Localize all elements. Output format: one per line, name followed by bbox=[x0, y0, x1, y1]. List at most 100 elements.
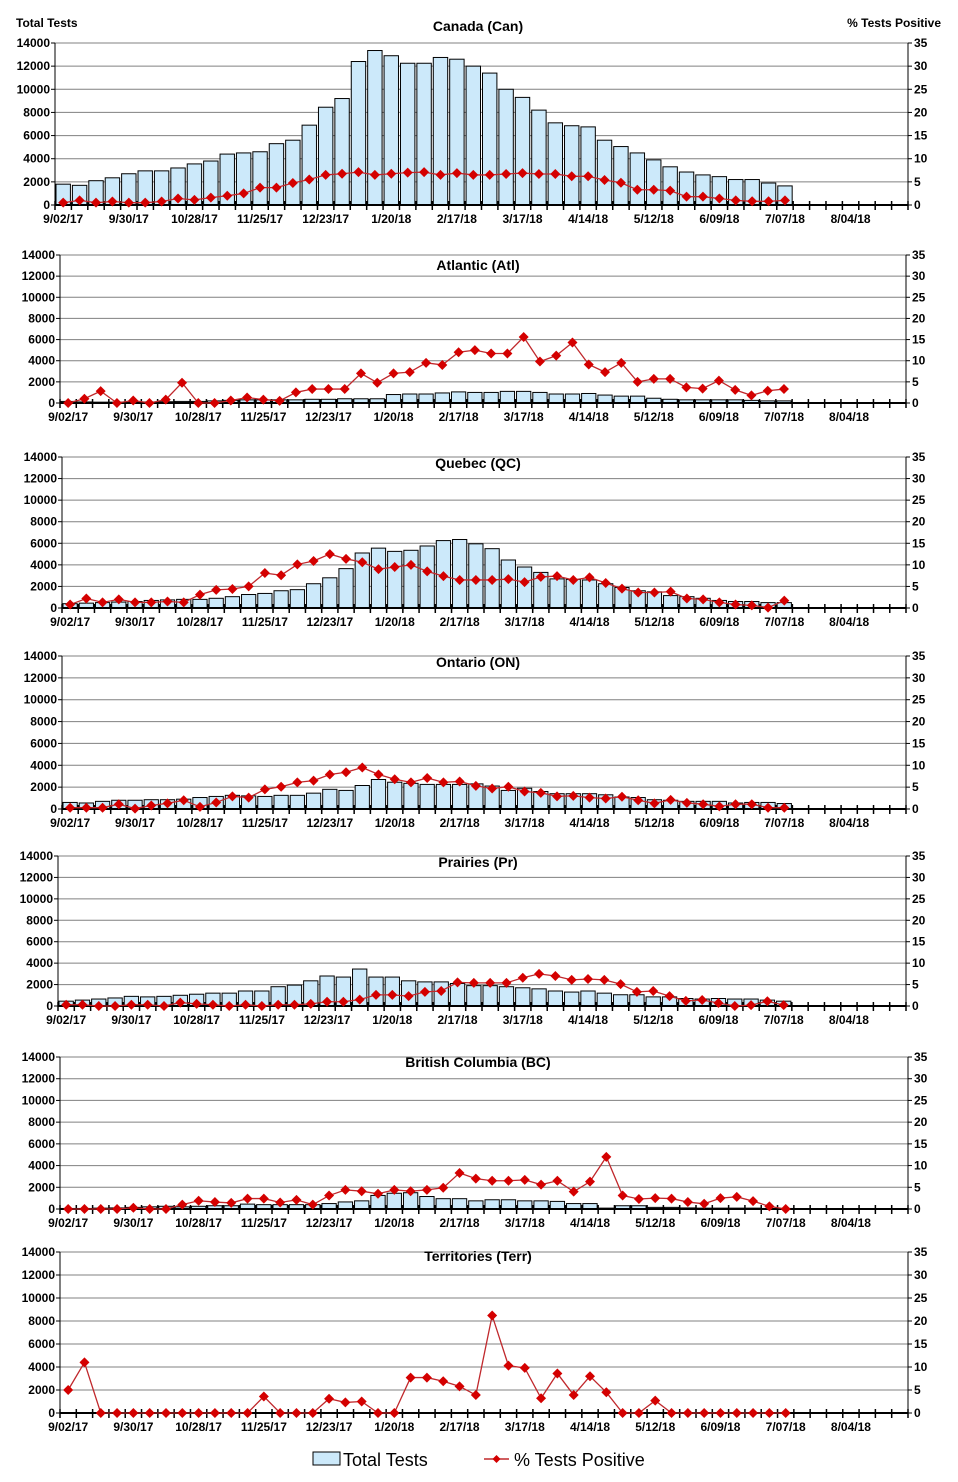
pct-positive-marker bbox=[650, 1193, 660, 1203]
pct-positive-marker bbox=[748, 1196, 758, 1206]
bar bbox=[384, 56, 398, 205]
left-tick-label: 4000 bbox=[28, 1159, 55, 1173]
pct-positive-marker bbox=[552, 1368, 562, 1378]
left-tick-label: 14000 bbox=[22, 1245, 56, 1259]
bar bbox=[338, 1202, 352, 1209]
right-tick-label: 15 bbox=[914, 1337, 928, 1351]
left-tick-label: 10000 bbox=[22, 1291, 56, 1305]
pct-positive-marker bbox=[683, 1408, 693, 1418]
right-tick-label: 10 bbox=[914, 1360, 928, 1374]
x-tick-label: 7/07/18 bbox=[764, 816, 804, 830]
pct-positive-marker bbox=[550, 971, 560, 981]
legend-marker-swatch bbox=[493, 1455, 501, 1463]
x-tick-label: 11/25/17 bbox=[237, 212, 283, 226]
bar bbox=[453, 784, 467, 809]
x-tick-label: 7/07/18 bbox=[766, 1420, 806, 1434]
right-tick-label: 10 bbox=[912, 956, 926, 970]
right-tick-label: 20 bbox=[914, 1314, 928, 1328]
right-tick-label: 0 bbox=[912, 999, 919, 1013]
pct-positive-line bbox=[68, 337, 784, 403]
bar bbox=[646, 997, 660, 1006]
pct-positive-marker bbox=[357, 1397, 367, 1407]
x-tick-label: 7/07/18 bbox=[766, 1216, 806, 1230]
bar bbox=[598, 395, 612, 403]
right-tick-label: 10 bbox=[912, 354, 926, 368]
x-tick-label: 2/17/18 bbox=[439, 410, 479, 424]
pct-positive-marker bbox=[259, 1194, 269, 1204]
bar bbox=[386, 395, 400, 403]
pct-positive-marker bbox=[585, 1177, 595, 1187]
x-tick-label: 9/30/17 bbox=[109, 212, 149, 226]
right-tick-label: 25 bbox=[914, 82, 928, 96]
right-tick-label: 30 bbox=[912, 472, 926, 486]
left-tick-label: 14000 bbox=[22, 248, 56, 262]
bar bbox=[417, 63, 431, 205]
bar bbox=[483, 986, 497, 1006]
pct-positive-marker bbox=[471, 1390, 481, 1400]
left-tick-label: 14000 bbox=[20, 849, 54, 863]
bar bbox=[209, 598, 223, 608]
x-tick-label: 9/30/17 bbox=[113, 410, 153, 424]
left-axis-title: Total Tests bbox=[16, 16, 78, 30]
left-tick-label: 2000 bbox=[28, 1180, 55, 1194]
pct-positive-marker bbox=[422, 773, 432, 783]
bar bbox=[565, 394, 579, 403]
left-tick-label: 6000 bbox=[30, 536, 57, 550]
right-tick-label: 35 bbox=[912, 248, 926, 262]
x-tick-label: 9/02/17 bbox=[43, 212, 83, 226]
left-tick-label: 8000 bbox=[30, 515, 57, 529]
bar bbox=[613, 995, 627, 1006]
legend: Total Tests % Tests Positive bbox=[313, 1450, 645, 1470]
pct-positive-marker bbox=[470, 345, 480, 355]
bar bbox=[500, 391, 514, 403]
pct-positive-marker bbox=[341, 767, 351, 777]
pct-positive-marker bbox=[63, 1385, 73, 1395]
right-tick-label: 25 bbox=[914, 1291, 928, 1305]
x-tick-label: 7/07/18 bbox=[764, 410, 804, 424]
pct-positive-marker bbox=[309, 776, 319, 786]
right-tick-label: 20 bbox=[912, 913, 926, 927]
left-tick-label: 4000 bbox=[28, 354, 55, 368]
x-tick-label: 6/09/18 bbox=[699, 212, 739, 226]
pct-positive-marker bbox=[195, 590, 205, 600]
bar bbox=[581, 991, 595, 1006]
bar bbox=[664, 596, 678, 608]
pct-positive-marker bbox=[389, 368, 399, 378]
bar bbox=[368, 51, 382, 205]
pct-positive-marker bbox=[518, 973, 528, 983]
right-tick-label: 10 bbox=[912, 758, 926, 772]
left-tick-label: 10000 bbox=[24, 493, 58, 507]
x-tick-label: 5/12/18 bbox=[635, 1420, 675, 1434]
bar bbox=[582, 393, 596, 403]
x-tick-label: 7/07/18 bbox=[764, 1013, 804, 1027]
right-tick-label: 15 bbox=[914, 1137, 928, 1151]
right-tick-label: 35 bbox=[912, 450, 926, 464]
bar bbox=[388, 551, 402, 608]
left-tick-label: 0 bbox=[46, 999, 53, 1013]
left-tick-label: 8000 bbox=[30, 715, 57, 729]
bar bbox=[549, 394, 563, 403]
right-tick-label: 5 bbox=[912, 780, 919, 794]
x-tick-label: 6/09/18 bbox=[699, 410, 739, 424]
pct-positive-marker bbox=[243, 1194, 253, 1204]
right-tick-label: 5 bbox=[914, 175, 921, 189]
bar bbox=[371, 548, 385, 608]
pct-positive-marker bbox=[405, 367, 415, 377]
x-tick-label: 10/28/17 bbox=[175, 1216, 222, 1230]
left-tick-label: 12000 bbox=[22, 269, 56, 283]
pct-positive-marker bbox=[732, 1408, 742, 1418]
bar bbox=[193, 599, 207, 608]
bar bbox=[630, 396, 644, 403]
bar bbox=[387, 1193, 401, 1209]
left-tick-label: 2000 bbox=[28, 1383, 55, 1397]
left-tick-label: 6000 bbox=[30, 736, 57, 750]
left-tick-label: 12000 bbox=[17, 59, 51, 73]
bar bbox=[420, 784, 434, 809]
pct-positive-marker bbox=[487, 1310, 497, 1320]
panel-title: Territories (Terr) bbox=[424, 1248, 532, 1264]
legend-bar-swatch bbox=[313, 1452, 340, 1465]
right-tick-label: 30 bbox=[912, 269, 926, 283]
pct-positive-marker bbox=[194, 1196, 204, 1206]
